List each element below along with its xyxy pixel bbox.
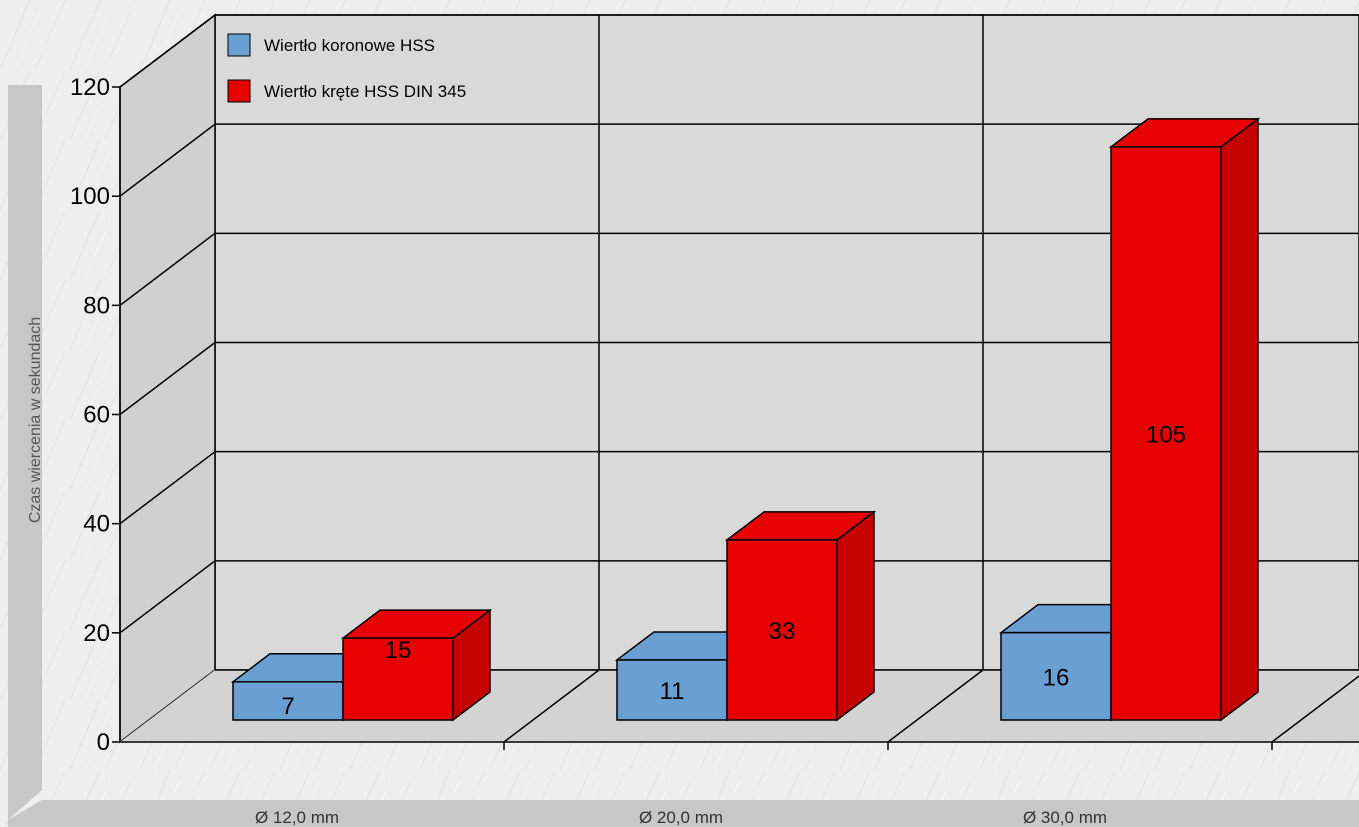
plot-area: 0 20 40 60 80 100 120 Ø 12,0 mm Ø 20,0 mm Ø 30,0 … [70, 13, 1359, 827]
y-axis-title: Czas wiercenia w sekundach [27, 317, 44, 523]
x-tick-label: Ø 20,0 mm [639, 808, 723, 827]
bar-side-face [836, 510, 875, 722]
x-axis-band [8, 800, 1359, 827]
legend-swatch [227, 79, 251, 103]
category-floor-line [887, 669, 984, 743]
legend: Wiertło koronowe HSS Wiertło kręte HSS DI… [227, 33, 466, 103]
gridline-side [119, 123, 216, 197]
legend-swatch [227, 33, 251, 57]
y-tick-label: 100 [70, 183, 110, 210]
y-axis-band [8, 85, 42, 820]
data-label: 11 [660, 678, 685, 705]
y-tick-label: 120 [70, 74, 110, 101]
bar: 15 [340, 608, 493, 722]
y-tick-label: 40 [83, 511, 110, 538]
x-tick-label: Ø 30,0 mm [1023, 808, 1107, 827]
y-tick-label: 0 [97, 729, 110, 756]
y-tick-label: 60 [83, 402, 110, 429]
category-floor-line [503, 669, 600, 743]
gridline-side [119, 14, 216, 88]
data-label: 7 [281, 693, 294, 720]
y-tick-label: 80 [83, 292, 110, 319]
bar-front-face [1110, 146, 1222, 721]
bar: 105 [1108, 117, 1261, 722]
gridline-side [119, 451, 216, 525]
data-label: 105 [1146, 421, 1186, 448]
bar-side-face [1220, 117, 1259, 722]
gridline-side [119, 560, 216, 634]
bar-front-face [342, 637, 454, 721]
gridline-side [119, 341, 216, 416]
bar-front-face [616, 659, 728, 721]
data-label: 15 [385, 637, 412, 664]
category-floor-line [1271, 675, 1359, 743]
y-tick-label: 20 [83, 620, 110, 647]
data-label: 33 [769, 618, 796, 645]
legend-label: Wiertło koronowe HSS [264, 36, 435, 55]
x-tick-label: Ø 12,0 mm [255, 808, 339, 827]
legend-label: Wiertło kręte HSS DIN 345 [264, 82, 466, 101]
bar-front-face [232, 681, 344, 721]
gridline-side [119, 232, 216, 306]
bar-front-face [726, 539, 838, 721]
data-label: 16 [1043, 664, 1070, 691]
bar: 33 [724, 510, 877, 722]
